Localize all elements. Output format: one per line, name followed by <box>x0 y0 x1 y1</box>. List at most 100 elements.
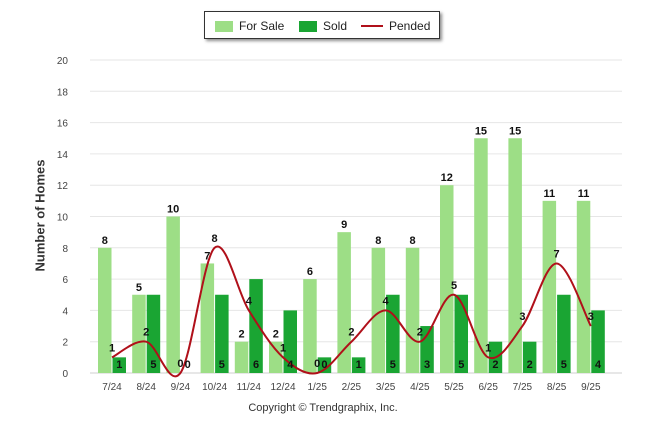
data-label-sold: 6 <box>253 359 259 371</box>
bar-for-sale <box>303 279 317 373</box>
data-label-sold: 5 <box>219 359 225 371</box>
data-label-for-sale: 15 <box>475 125 487 137</box>
legend-item-for-sale[interactable]: For Sale <box>215 18 284 34</box>
data-label-pended: 1 <box>280 342 286 354</box>
x-axis-ticks: 7/24 8/24 9/24 10/24 11/24 12/24 1/25 2/25 3/25 4… <box>102 382 601 393</box>
data-label-sold: 1 <box>356 359 362 371</box>
data-label-for-sale: 12 <box>441 172 453 184</box>
bar-for-sale <box>474 138 488 373</box>
y-tick-label: 4 <box>62 306 68 317</box>
bar-for-sale <box>234 341 249 373</box>
data-label-for-sale: 11 <box>578 188 590 200</box>
x-tick-label: 4/25 <box>410 382 430 393</box>
bar-sold <box>317 357 332 373</box>
bar-for-sale <box>542 200 557 373</box>
data-label-sold: 4 <box>287 359 294 371</box>
data-label-pended: 2 <box>348 327 354 339</box>
data-label-pended: 4 <box>383 295 390 307</box>
x-tick-label: 2/25 <box>342 382 362 393</box>
bar-for-sale <box>269 341 283 373</box>
data-label-for-sale: 8 <box>409 235 415 247</box>
bar-for-sale <box>508 138 522 373</box>
x-tick-label: 7/25 <box>513 382 533 393</box>
data-label-sold: 5 <box>561 359 567 371</box>
y-tick-label: 14 <box>57 150 69 161</box>
x-tick-label: 11/24 <box>237 382 262 393</box>
bar-for-sale <box>337 232 351 373</box>
bar-sold <box>591 310 605 373</box>
bar-sold <box>454 294 468 373</box>
data-label-pended: 4 <box>246 295 253 307</box>
data-label-sold: 2 <box>492 359 498 371</box>
data-label-for-sale: 15 <box>509 125 521 137</box>
data-label-for-sale: 5 <box>136 282 142 294</box>
bar-sold <box>522 341 537 373</box>
data-label-pended: 1 <box>485 342 491 354</box>
y-tick-label: 18 <box>57 87 69 98</box>
data-label-pended: 0 <box>314 358 320 370</box>
bar-sold <box>386 294 400 373</box>
data-label-pended: 7 <box>554 248 560 260</box>
bar-sold <box>215 294 229 373</box>
legend-label-pended: Pended <box>389 19 431 33</box>
data-label-sold: 5 <box>150 359 156 371</box>
x-tick-label: 5/25 <box>444 382 464 393</box>
legend-item-sold[interactable]: Sold <box>299 18 347 34</box>
bar-for-sale <box>405 247 420 373</box>
data-label-sold: 4 <box>595 359 602 371</box>
data-label-for-sale: 2 <box>273 329 279 341</box>
data-label-for-sale: 6 <box>307 266 313 278</box>
x-tick-label: 6/25 <box>478 382 498 393</box>
data-label-pended: 3 <box>588 311 594 323</box>
y-tick-label: 10 <box>57 213 69 224</box>
data-label-sold: 2 <box>527 359 533 371</box>
legend-item-pended[interactable]: Pended <box>361 18 430 34</box>
data-label-sold: 0 <box>321 359 327 371</box>
data-label-pended: 2 <box>143 327 149 339</box>
x-tick-label: 7/24 <box>102 382 122 393</box>
data-label-pended: 0 <box>177 358 183 370</box>
y-tick-label: 12 <box>57 181 69 192</box>
y-axis-title: Number of Homes <box>32 159 48 272</box>
y-tick-label: 0 <box>62 369 68 380</box>
legend-label-for-sale: For Sale <box>239 19 285 33</box>
bar-sold <box>283 310 297 373</box>
y-tick-label: 16 <box>57 119 69 130</box>
data-label-sold: 0 <box>185 359 191 371</box>
pended-line-layer <box>111 245 592 378</box>
bar-for-sale <box>98 247 112 373</box>
legend-label-sold: Sold <box>323 19 348 33</box>
data-label-sold: 3 <box>424 359 430 371</box>
x-tick-label: 10/24 <box>202 382 227 393</box>
data-label-for-sale: 10 <box>167 204 179 216</box>
legend-line-pended <box>361 25 383 27</box>
bar-sold <box>112 357 126 373</box>
x-tick-label: 1/25 <box>307 382 327 393</box>
x-tick-label: 8/25 <box>547 382 567 393</box>
y-tick-label: 6 <box>62 275 68 286</box>
data-labels: 8155100752624609185831251521521151141208… <box>102 125 602 371</box>
data-label-for-sale: 7 <box>204 250 210 262</box>
data-label-for-sale: 2 <box>238 329 244 341</box>
data-label-for-sale: 8 <box>102 235 108 247</box>
data-label-sold: 5 <box>390 359 396 371</box>
bar-sold <box>351 357 366 373</box>
bar-for-sale <box>132 294 146 373</box>
bar-for-sale <box>576 200 591 373</box>
data-label-pended: 2 <box>417 327 423 339</box>
y-tick-label: 20 <box>57 56 69 67</box>
data-label-sold: 1 <box>116 359 122 371</box>
y-tick-label: 2 <box>62 338 68 349</box>
bar-for-sale <box>371 247 386 373</box>
bar-for-sale <box>200 263 215 373</box>
y-tick-label: 8 <box>62 244 68 255</box>
bar-sold <box>249 279 263 373</box>
x-tick-label: 3/25 <box>376 382 396 393</box>
data-label-pended: 8 <box>212 233 218 245</box>
x-tick-label: 9/25 <box>581 382 601 393</box>
legend-swatch-sold <box>299 20 317 32</box>
data-label-pended: 1 <box>109 342 115 354</box>
data-label-pended: 3 <box>519 311 525 323</box>
bar-sold <box>557 294 571 373</box>
